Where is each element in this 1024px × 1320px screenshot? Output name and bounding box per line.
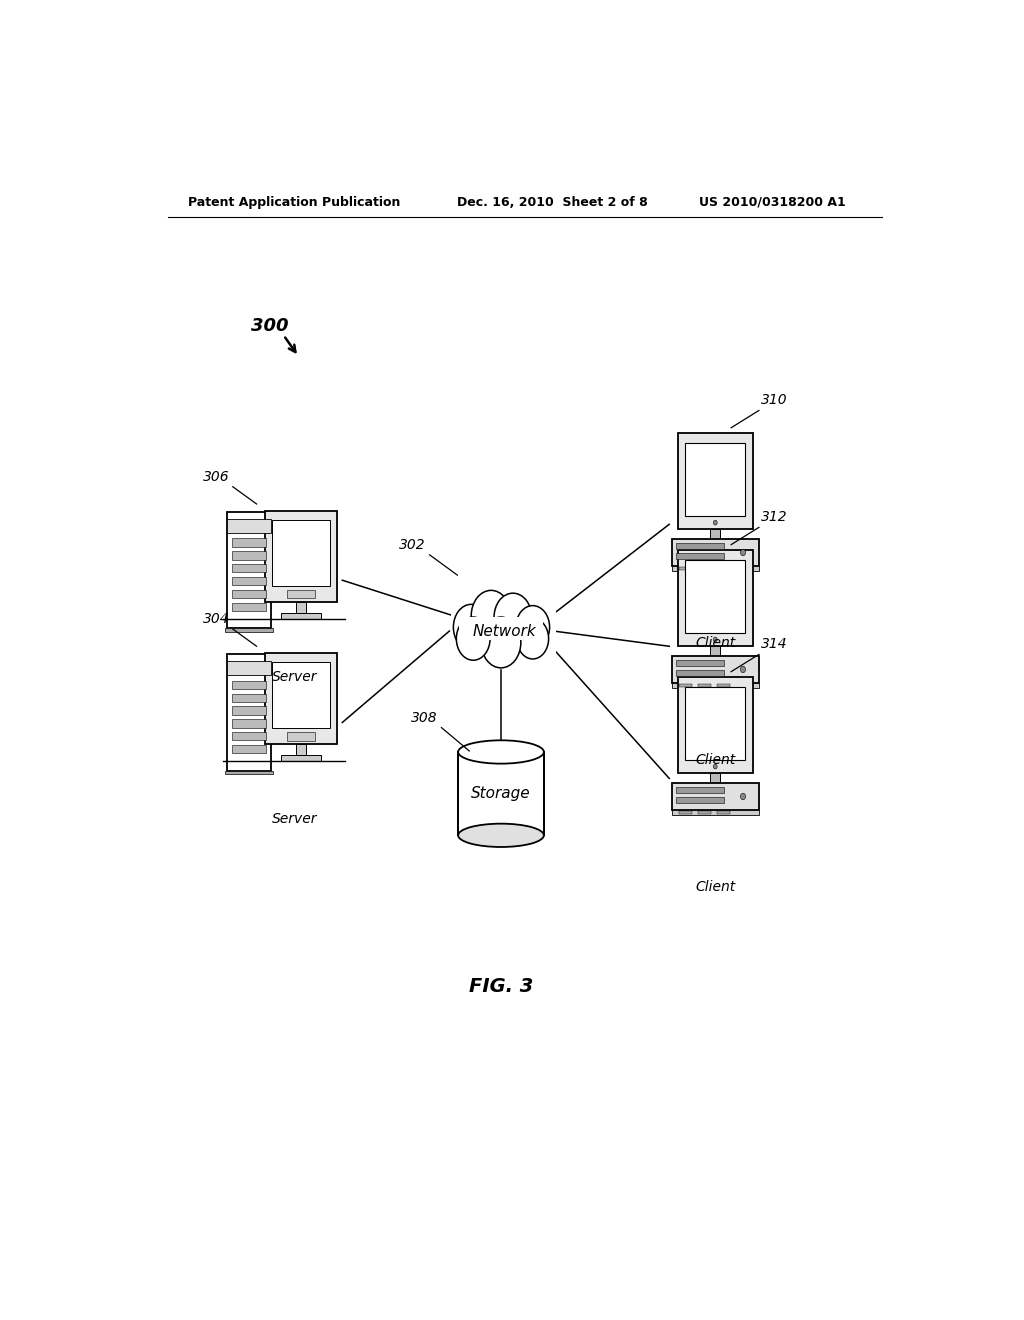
Bar (711, 529, 720, 539)
Text: 308: 308 (411, 710, 437, 725)
Text: US 2010/0318200 A1: US 2010/0318200 A1 (699, 195, 846, 209)
Text: 306: 306 (203, 470, 229, 483)
Bar (231, 733, 266, 741)
Text: 312: 312 (761, 511, 787, 524)
Text: Dec. 16, 2010  Sheet 2 of 8: Dec. 16, 2010 Sheet 2 of 8 (458, 195, 648, 209)
Text: FIG. 3: FIG. 3 (469, 977, 534, 997)
Bar (282, 755, 321, 760)
Bar (717, 810, 730, 814)
Bar (685, 444, 745, 516)
Bar (698, 568, 711, 570)
Bar (672, 810, 759, 814)
Bar (231, 681, 266, 689)
Bar (231, 539, 266, 546)
Circle shape (517, 618, 549, 659)
Text: 310: 310 (761, 393, 787, 408)
Bar (231, 744, 266, 754)
Bar (672, 566, 759, 572)
Text: 300: 300 (251, 317, 289, 335)
Bar (225, 628, 273, 632)
Bar (265, 511, 337, 602)
Bar (287, 590, 315, 598)
Circle shape (740, 549, 745, 556)
Bar (711, 774, 720, 783)
Bar (227, 661, 270, 675)
Circle shape (740, 793, 745, 800)
Bar (676, 787, 724, 793)
Bar (711, 647, 720, 656)
Bar (225, 771, 273, 775)
Bar (282, 612, 321, 619)
Bar (231, 577, 266, 585)
Ellipse shape (458, 824, 544, 847)
Bar (672, 539, 759, 566)
Bar (296, 602, 306, 612)
Circle shape (516, 606, 550, 649)
Text: Patent Application Publication: Patent Application Publication (187, 195, 400, 209)
Bar (231, 693, 266, 702)
Bar (678, 433, 753, 529)
Ellipse shape (458, 741, 544, 764)
Bar (271, 520, 331, 586)
Text: Client: Client (695, 880, 735, 894)
Bar (679, 568, 692, 570)
Bar (685, 688, 745, 760)
Bar (676, 797, 724, 804)
Bar (717, 568, 730, 570)
Circle shape (740, 667, 745, 673)
Bar (458, 752, 544, 836)
Bar (231, 603, 266, 611)
Circle shape (454, 605, 489, 649)
Bar (227, 519, 270, 533)
Bar (679, 810, 692, 814)
Circle shape (494, 593, 531, 642)
Text: Network: Network (473, 623, 537, 639)
Text: Client: Client (695, 752, 735, 767)
Bar (676, 553, 724, 560)
Circle shape (457, 616, 490, 660)
Bar (227, 653, 270, 771)
Circle shape (471, 590, 511, 642)
Text: Server: Server (272, 669, 317, 684)
Bar (231, 719, 266, 727)
Bar (265, 653, 337, 744)
Bar (231, 706, 266, 714)
Bar (296, 744, 306, 755)
Bar (271, 663, 331, 727)
Text: Client: Client (695, 636, 735, 651)
Bar (678, 677, 753, 774)
Bar (676, 660, 724, 665)
Text: 304: 304 (203, 612, 229, 626)
Bar (679, 684, 692, 686)
Bar (672, 682, 759, 688)
Bar (678, 549, 753, 647)
Bar (698, 684, 711, 686)
Bar (676, 671, 724, 676)
Bar (231, 590, 266, 598)
Text: 314: 314 (761, 638, 787, 651)
Bar (231, 564, 266, 573)
Circle shape (714, 520, 717, 525)
Bar (672, 656, 759, 682)
Bar (717, 684, 730, 686)
Bar (231, 552, 266, 560)
Bar (676, 543, 724, 549)
Bar (287, 733, 315, 741)
Bar (452, 605, 556, 657)
Bar (685, 560, 745, 632)
Text: 302: 302 (399, 537, 426, 552)
Bar (460, 618, 543, 640)
Text: Server: Server (272, 812, 317, 826)
Circle shape (714, 764, 717, 770)
Circle shape (481, 616, 521, 668)
Bar (227, 512, 270, 628)
Bar (698, 810, 711, 814)
Bar (672, 783, 759, 810)
Text: Storage: Storage (471, 787, 530, 801)
Circle shape (714, 638, 717, 642)
